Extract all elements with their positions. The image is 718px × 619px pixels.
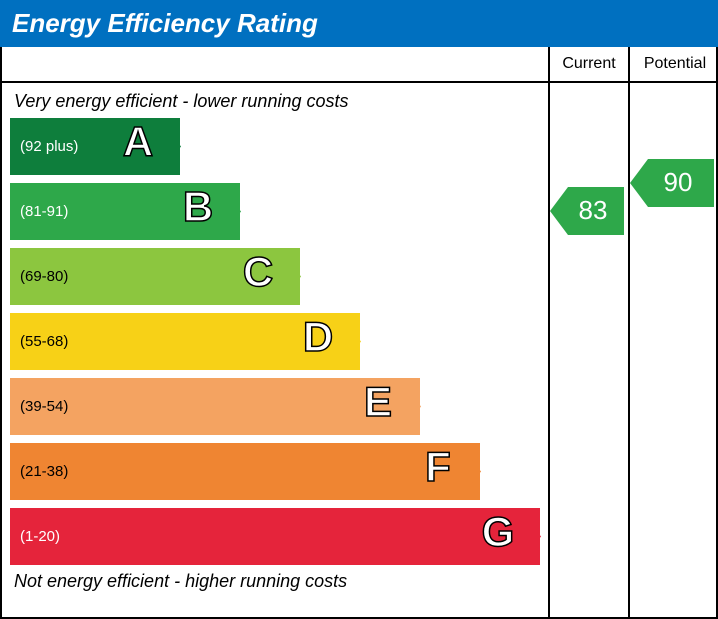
potential-body: 90	[630, 83, 718, 615]
title-bar: Energy Efficiency Rating	[0, 0, 718, 47]
chevron-icon	[519, 508, 541, 565]
band-range: (55-68)	[10, 333, 68, 350]
band-range: (69-80)	[10, 268, 68, 285]
rating-value: 83	[568, 187, 624, 235]
svg-text:G: G	[482, 508, 515, 555]
band-bar: (1-20) GG	[10, 508, 540, 565]
rating-pointer-potential: 90	[630, 159, 714, 207]
band-d: (55-68) DD	[10, 313, 540, 370]
band-range: (1-20)	[10, 528, 60, 545]
band-bar: (21-38) FF	[10, 443, 480, 500]
band-bar: (39-54) EE	[10, 378, 420, 435]
band-f: (21-38) FF	[10, 443, 540, 500]
band-range: (39-54)	[10, 398, 68, 415]
chevron-icon	[399, 378, 421, 435]
band-letter: GG	[478, 508, 518, 566]
band-range: (81-91)	[10, 203, 68, 220]
rating-value: 90	[648, 159, 714, 207]
band-letter: BB	[178, 183, 218, 241]
band-bar: (81-91) BB	[10, 183, 240, 240]
caption-bottom: Not energy efficient - higher running co…	[14, 571, 540, 592]
chevron-icon	[219, 183, 241, 240]
pointer-arrow-icon	[630, 159, 648, 207]
chevron-icon	[339, 313, 361, 370]
potential-column: Potential 90	[630, 47, 718, 617]
svg-text:B: B	[183, 183, 213, 230]
svg-text:D: D	[303, 313, 333, 360]
current-column: Current 83	[550, 47, 630, 617]
chevron-icon	[159, 118, 181, 175]
svg-text:E: E	[364, 378, 392, 425]
rating-pointer-current: 83	[550, 187, 624, 235]
band-letter: DD	[298, 313, 338, 371]
svg-text:A: A	[123, 118, 153, 165]
band-g: (1-20) GG	[10, 508, 540, 565]
band-range: (92 plus)	[10, 138, 78, 155]
svg-text:C: C	[243, 248, 273, 295]
band-b: (81-91) BB	[10, 183, 540, 240]
caption-top: Very energy efficient - lower running co…	[14, 91, 540, 112]
chart-body: Very energy efficient - lower running co…	[2, 83, 548, 615]
band-letter: CC	[238, 248, 278, 306]
band-letter: AA	[118, 118, 158, 176]
pointer-arrow-icon	[550, 187, 568, 235]
band-letter: FF	[418, 443, 458, 501]
title-text: Energy Efficiency Rating	[12, 8, 318, 38]
chart-grid: Very energy efficient - lower running co…	[0, 47, 718, 619]
epc-chart: Energy Efficiency Rating Very energy eff…	[0, 0, 718, 619]
header-blank	[2, 47, 548, 83]
band-bar: (92 plus) AA	[10, 118, 180, 175]
current-body: 83	[550, 83, 628, 615]
band-range: (21-38)	[10, 463, 68, 480]
band-e: (39-54) EE	[10, 378, 540, 435]
bands-column: Very energy efficient - lower running co…	[2, 47, 550, 617]
chevron-icon	[279, 248, 301, 305]
header-current: Current	[550, 47, 628, 83]
header-potential: Potential	[630, 47, 718, 83]
svg-text:F: F	[425, 443, 451, 490]
band-c: (69-80) CC	[10, 248, 540, 305]
band-bar: (55-68) DD	[10, 313, 360, 370]
band-bar: (69-80) CC	[10, 248, 300, 305]
chevron-icon	[459, 443, 481, 500]
bands-container: (92 plus) AA (81-91) BB (69-80) CC (55-68) DD (3…	[10, 118, 540, 565]
band-letter: EE	[358, 378, 398, 436]
band-a: (92 plus) AA	[10, 118, 540, 175]
